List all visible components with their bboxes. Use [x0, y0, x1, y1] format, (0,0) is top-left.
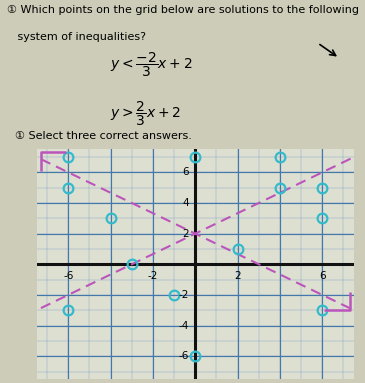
- Text: system of inequalities?: system of inequalities?: [7, 32, 146, 42]
- Text: 4: 4: [182, 198, 189, 208]
- Text: -2: -2: [178, 290, 189, 300]
- Text: 6: 6: [182, 167, 189, 177]
- Text: ① Select three correct answers.: ① Select three correct answers.: [15, 131, 192, 141]
- Text: 2: 2: [182, 229, 189, 239]
- Text: $\mathit{y} > \dfrac{2}{3}\mathit{x}+2$: $\mathit{y} > \dfrac{2}{3}\mathit{x}+2$: [110, 100, 180, 128]
- Text: -4: -4: [178, 321, 189, 331]
- Text: ① Which points on the grid below are solutions to the following: ① Which points on the grid below are sol…: [7, 5, 359, 15]
- Text: $\mathit{y} < \dfrac{-2}{3}\mathit{x}+2$: $\mathit{y} < \dfrac{-2}{3}\mathit{x}+2$: [110, 51, 192, 79]
- Text: -6: -6: [178, 351, 189, 361]
- Text: -2: -2: [148, 271, 158, 281]
- Text: 2: 2: [234, 271, 241, 281]
- Text: -6: -6: [63, 271, 73, 281]
- Text: 6: 6: [319, 271, 326, 281]
